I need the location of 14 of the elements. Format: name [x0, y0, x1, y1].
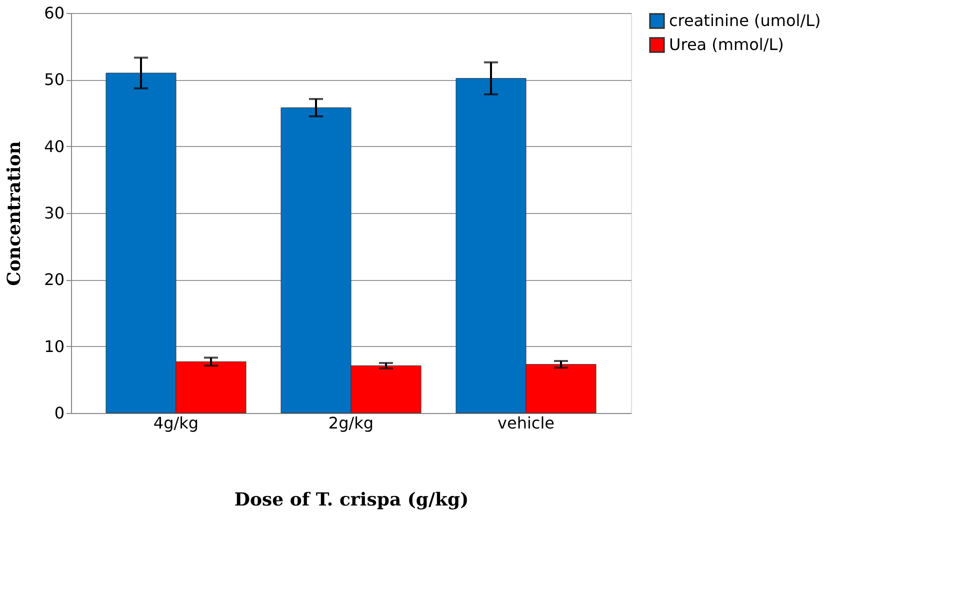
y-tick-label: 20: [44, 270, 64, 290]
y-axis-title: Concentration: [4, 141, 26, 286]
x-tick-label: 4g/kg: [153, 414, 199, 432]
y-tick-label: 30: [44, 204, 64, 222]
y-tick-label: 50: [44, 70, 64, 90]
y-tick-label: 60: [44, 4, 64, 22]
x-tick-label: vehicle: [498, 414, 554, 432]
legend-label: Urea (mmol/L): [669, 35, 784, 54]
y-tick-label: 0: [54, 404, 64, 422]
y-tick-label: 40: [44, 136, 64, 156]
x-axis-title: Dose of T. crispa (g/kg): [234, 490, 469, 510]
legend-label: creatinine (umol/L): [669, 11, 821, 30]
x-tick-label: 2g/kg: [328, 414, 374, 432]
y-tick-label: 10: [44, 336, 64, 356]
